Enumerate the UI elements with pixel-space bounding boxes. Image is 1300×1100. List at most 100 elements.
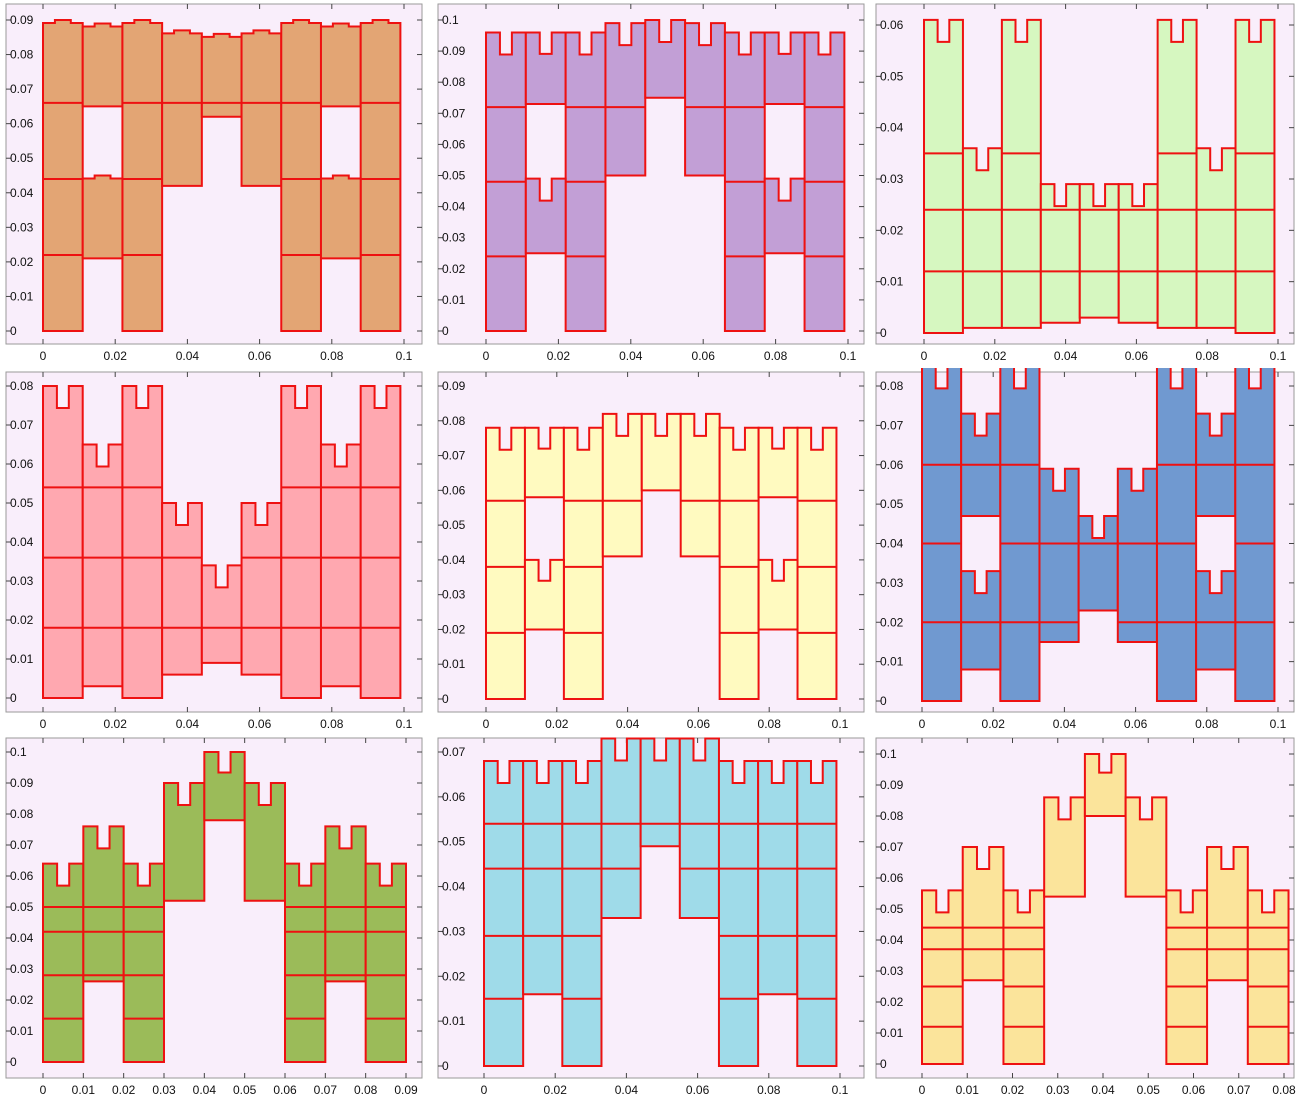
y-tick-label: 0.01 — [880, 1026, 904, 1040]
x-tick-label: 0.04 — [1054, 349, 1078, 363]
x-tick-label: 0 — [919, 717, 926, 731]
column-mark — [359, 385, 402, 699]
x-tick-label: 0.01 — [956, 1083, 980, 1097]
chart-panel-4: 0 0.01 0.02 0.03 0.04 0.05 0.06 0.07 0.08 0 0.02 0.… — [0, 368, 430, 734]
column-mark — [1165, 889, 1209, 1065]
y-tick-label: 0 — [442, 324, 449, 338]
column-mark — [280, 385, 322, 699]
y-tick-label: 0.02 — [10, 255, 34, 269]
y-tick-label: 0.08 — [442, 75, 466, 89]
y-tick-label: 0.05 — [442, 835, 466, 849]
y-tick-label: 0.04 — [10, 535, 34, 549]
y-tick-label: 0.04 — [442, 880, 466, 894]
column-mark — [1043, 796, 1086, 898]
column-mark — [1156, 18, 1198, 329]
y-tick-label: 0.05 — [10, 496, 34, 510]
column-mark — [200, 32, 243, 118]
y-tick-label: 0.04 — [442, 200, 466, 214]
chart-svg-1: 0 0.01 0.02 0.03 0.04 0.05 0.06 0.07 0.08 0.09 0 0.… — [5, 3, 423, 363]
x-tick-label: 0 — [483, 717, 490, 731]
x-tick-label: 0.04 — [176, 349, 200, 363]
x-tick-label: 0.1 — [840, 349, 857, 363]
x-tick-label: 0.02 — [982, 717, 1006, 731]
chart-panel-1: 0 0.01 0.02 0.03 0.04 0.05 0.06 0.07 0.08 0.09 0 0.… — [0, 0, 430, 368]
x-tick-label: 0.08 — [1196, 349, 1220, 363]
column-mark — [81, 443, 124, 688]
column-mark — [483, 759, 525, 1067]
chart-svg-6: 0 0.01 0.02 0.03 0.04 0.05 0.06 0.07 0.08 0 0.02 0.… — [875, 368, 1295, 731]
y-tick-label: 0.06 — [442, 483, 466, 497]
column-mark — [718, 426, 760, 700]
y-tick-label: 0.07 — [10, 418, 34, 432]
x-tick-label: 0.05 — [1137, 1083, 1161, 1097]
x-tick-label: 0.06 — [692, 349, 716, 363]
column-mark — [42, 385, 84, 699]
y-tick-label: 0.06 — [880, 871, 904, 885]
x-tick-label: 0.08 — [320, 349, 344, 363]
y-tick-label: 0.06 — [880, 458, 904, 472]
y-tick-label: 0.06 — [10, 869, 34, 883]
y-tick-label: 0.04 — [880, 537, 904, 551]
y-tick-label: 0.04 — [880, 933, 904, 947]
x-tick-label: 0.03 — [1046, 1083, 1070, 1097]
y-tick-label: 0.09 — [880, 778, 904, 792]
y-tick-label: 0.07 — [10, 838, 34, 852]
x-tick-label: 0.02 — [112, 1083, 136, 1097]
column-mark — [757, 759, 799, 996]
column-mark — [684, 22, 726, 177]
x-tick-label: 0.1 — [832, 717, 849, 731]
y-tick-label: 0.02 — [880, 615, 904, 629]
y-tick-label: 0.02 — [880, 223, 904, 237]
y-tick-label: 0 — [880, 694, 887, 708]
y-tick-label: 0.02 — [442, 262, 466, 276]
x-tick-label: 0.05 — [233, 1083, 257, 1097]
column-mark — [796, 426, 838, 700]
column-mark — [1195, 147, 1237, 329]
column-mark — [999, 368, 1041, 702]
column-mark — [1124, 796, 1168, 898]
x-tick-label: 0.01 — [72, 1083, 96, 1097]
column-mark — [319, 174, 362, 260]
x-tick-label: 0.04 — [616, 717, 640, 731]
y-tick-label: 0.1 — [880, 747, 897, 761]
x-tick-label: 0.08 — [1195, 717, 1219, 731]
y-tick-label: 0.01 — [880, 655, 904, 669]
y-tick-label: 0.06 — [10, 117, 34, 131]
column-mark — [763, 177, 806, 255]
y-tick-label: 0.04 — [10, 931, 34, 945]
column-mark — [1083, 753, 1127, 817]
chart-svg-3: 0 0.01 0.02 0.03 0.04 0.05 0.06 0 0.02 0.04 0.06 0.… — [875, 3, 1295, 363]
column-mark — [1155, 368, 1198, 702]
column-mark — [1234, 18, 1276, 334]
x-tick-label: 0.06 — [686, 1083, 710, 1097]
column-mark — [359, 19, 402, 332]
y-tick-label: 0 — [10, 691, 17, 705]
y-tick-label: 0.09 — [442, 44, 466, 58]
y-tick-label: 0.01 — [442, 1014, 466, 1028]
column-mark — [1234, 368, 1276, 702]
column-mark — [562, 426, 604, 700]
x-tick-label: 0.02 — [544, 1083, 568, 1097]
y-tick-label: 0.05 — [880, 497, 904, 511]
y-tick-label: 0.04 — [442, 553, 466, 567]
column-mark — [485, 426, 526, 700]
y-tick-label: 0.05 — [10, 151, 34, 165]
y-tick-label: 0.05 — [442, 169, 466, 183]
x-tick-label: 0.06 — [273, 1083, 297, 1097]
y-tick-label: 0.02 — [880, 995, 904, 1009]
column-mark — [324, 825, 367, 983]
x-tick-label: 0.06 — [1124, 717, 1148, 731]
y-tick-label: 0.01 — [10, 289, 34, 303]
y-tick-label: 0.02 — [10, 993, 34, 1007]
y-tick-label: 0.01 — [10, 1024, 34, 1038]
y-tick-label: 0.07 — [442, 106, 466, 120]
column-mark — [561, 759, 603, 1067]
y-tick-label: 0 — [442, 692, 449, 706]
column-mark — [121, 19, 164, 332]
y-tick-label: 0.01 — [880, 275, 904, 289]
y-tick-label: 0.06 — [10, 457, 34, 471]
y-tick-label: 0.08 — [442, 414, 466, 428]
column-mark — [757, 558, 799, 631]
x-tick-label: 0.06 — [248, 717, 272, 731]
y-tick-label: 0.09 — [10, 13, 34, 27]
